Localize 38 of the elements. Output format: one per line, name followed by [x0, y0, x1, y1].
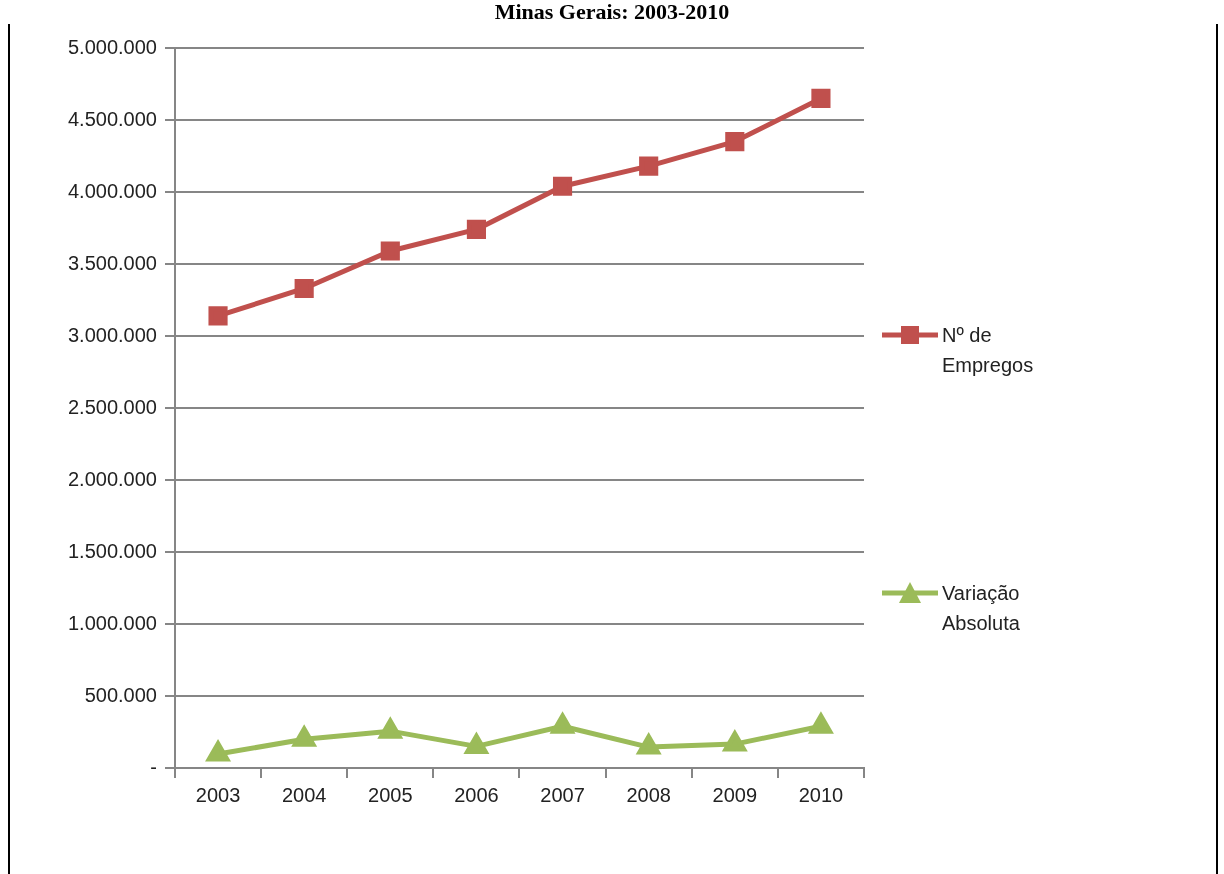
x-tick-label: 2003: [195, 783, 241, 806]
x-tick-label: 2007: [540, 783, 585, 806]
y-tick-label: 4.000.000: [67, 179, 157, 202]
point: [635, 732, 662, 755]
x-tick-label: 2005: [368, 783, 413, 806]
point: [463, 731, 490, 754]
x-tick-label: 2006: [454, 783, 499, 806]
point: [205, 739, 231, 762]
y-tick-label: 1.500.000: [67, 539, 157, 562]
y-tick-label: 5.000.000: [67, 35, 157, 58]
point: [294, 278, 314, 299]
point: [291, 724, 317, 747]
point: [722, 729, 748, 752]
y-tick-label: 500.000: [84, 683, 157, 706]
chart-title: Minas Gerais: 2003-2010: [488, 0, 736, 24]
y-tick-label: -: [150, 755, 157, 778]
y-tick-label: 2.500.000: [67, 395, 157, 418]
point: [811, 88, 831, 108]
point: [208, 306, 228, 326]
x-tick-label: 2009: [712, 783, 758, 806]
point: [639, 156, 659, 176]
point: [549, 711, 576, 734]
legend-label: Nº de Empregos: [942, 323, 1035, 378]
y-tick-label: 3.000.000: [67, 323, 157, 346]
y-tick-label: 2.000.000: [67, 467, 157, 490]
point: [552, 176, 573, 196]
point: [380, 241, 400, 261]
y-tick-label: 1.000.000: [67, 611, 157, 634]
y-tick-label: 3.500.000: [67, 251, 157, 274]
point: [808, 711, 834, 734]
x-tick-label: 2008: [626, 783, 671, 806]
point: [466, 219, 486, 240]
legend-label: Variação Absoluta: [942, 581, 1021, 636]
x-tick-label: 2004: [281, 783, 327, 806]
point: [377, 716, 404, 739]
y-tick-label: 4.500.000: [67, 107, 157, 130]
x-tick-label: 2010: [798, 783, 844, 806]
point: [725, 132, 745, 152]
